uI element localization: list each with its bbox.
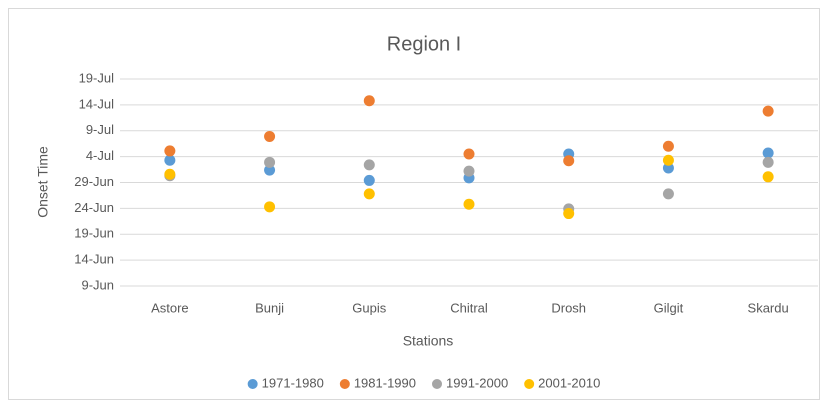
x-tick-label: Drosh (551, 300, 586, 315)
y-axis-title: Onset Time (35, 146, 51, 218)
legend-marker (339, 379, 350, 389)
dot (662, 154, 674, 166)
dot (264, 130, 276, 142)
legend-label: 1971-1980 (262, 375, 324, 390)
dot (363, 174, 375, 186)
y-tick-label: 9-Jul (86, 122, 114, 137)
dot (662, 188, 674, 200)
dot (363, 188, 375, 200)
legend-label: 1991-2000 (446, 375, 508, 390)
y-tick-label: 29-Jun (74, 174, 114, 189)
x-tick-label: Skardu (748, 300, 789, 315)
y-tick-label: 19-Jun (74, 226, 114, 241)
dot (164, 154, 176, 166)
y-tick-label: 9-Jun (81, 277, 114, 292)
dot (363, 159, 375, 171)
dot (463, 165, 475, 177)
dot (463, 198, 475, 210)
y-tick-label: 14-Jul (79, 96, 115, 111)
dot (363, 95, 375, 107)
dot (463, 148, 475, 160)
dot (563, 155, 575, 167)
x-tick-label: Astore (151, 300, 189, 315)
legend-marker (247, 379, 258, 389)
dot (762, 171, 774, 183)
y-tick-label: 19-Jul (79, 70, 115, 85)
legend-label: 1981-1990 (354, 375, 416, 390)
x-tick-label: Gilgit (654, 300, 684, 315)
chart-border (8, 8, 820, 400)
legend-marker (432, 379, 442, 389)
y-tick-label: 14-Jun (74, 252, 114, 267)
dot (164, 168, 176, 180)
dot (762, 147, 774, 159)
dot (563, 208, 575, 220)
dot (762, 105, 774, 117)
legend-label: 2001-2010 (538, 375, 600, 390)
dot (264, 164, 276, 176)
y-tick-label: 24-Jun (74, 200, 114, 215)
dot (762, 156, 774, 168)
dot (264, 201, 276, 213)
dot (164, 145, 176, 157)
dot (662, 140, 674, 152)
dot (662, 162, 674, 174)
legend-marker (524, 379, 535, 389)
chart-title: Region I (387, 33, 462, 55)
x-tick-label: Bunji (255, 300, 284, 315)
x-tick-label: Chitral (450, 300, 488, 315)
x-axis-title: Stations (403, 333, 454, 349)
dot (264, 156, 276, 168)
y-tick-label: 4-Jul (86, 148, 114, 163)
x-tick-label: Gupis (352, 300, 386, 315)
